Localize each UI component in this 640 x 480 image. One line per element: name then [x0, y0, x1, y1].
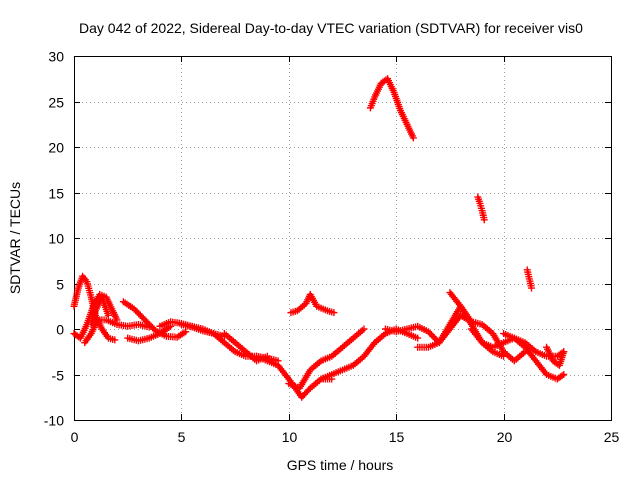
plus-markers	[366, 75, 417, 142]
chart-grid	[74, 56, 611, 420]
plus-markers	[285, 325, 368, 392]
plus-markers	[119, 298, 190, 341]
x-tick-label: 0	[71, 429, 79, 445]
x-tick-label: 15	[389, 429, 405, 445]
plus-markers	[381, 311, 475, 347]
y-tick-label: 10	[48, 231, 64, 247]
plus-markers	[474, 193, 488, 224]
series-arc-18	[467, 325, 568, 360]
plus-markers	[87, 293, 112, 328]
y-tick-labels: -10 -5 0 5 10 15 20 25 30	[44, 49, 64, 429]
chart-title: Day 042 of 2022, Sidereal Day-to-day VTE…	[79, 20, 583, 36]
series-arc-4	[87, 293, 112, 328]
x-axis-label: GPS time / hours	[287, 457, 394, 473]
series-arc-3	[81, 316, 153, 347]
series-arc-15	[381, 311, 475, 347]
series-arc-17	[446, 289, 529, 365]
series-arc-14	[366, 75, 417, 142]
axis-ticks	[74, 56, 612, 421]
plus-markers	[467, 325, 568, 360]
x-tick-label: 25	[604, 429, 620, 445]
series-arc-7	[124, 322, 175, 345]
plus-markers	[124, 322, 175, 345]
series-arc-13	[287, 290, 338, 317]
plus-markers	[446, 289, 529, 365]
y-tick-label: 30	[48, 49, 64, 65]
series-arc-22	[523, 266, 536, 292]
series-arc-19	[500, 330, 568, 383]
y-tick-label: -5	[52, 368, 65, 384]
x-tick-labels: 0 5 10 15 20 25	[71, 429, 620, 445]
y-tick-label: -10	[44, 413, 64, 429]
plus-markers	[543, 343, 568, 369]
plus-markers	[523, 266, 536, 292]
plus-markers	[70, 290, 121, 342]
series-arc-21	[474, 193, 488, 224]
y-axis-label: SDTVAR / TECUs	[7, 182, 23, 294]
x-tick-label: 20	[497, 429, 513, 445]
data-points	[70, 75, 568, 401]
plus-markers	[287, 290, 338, 317]
x-tick-label: 10	[282, 429, 298, 445]
series-arc-5	[119, 298, 190, 341]
series-arc-2	[70, 290, 121, 342]
plus-markers	[81, 316, 153, 347]
series-arc-11	[285, 325, 368, 392]
y-tick-label: 20	[48, 140, 64, 156]
y-tick-label: 25	[48, 95, 64, 111]
y-tick-label: 15	[48, 186, 64, 202]
y-tick-label: 0	[56, 322, 64, 338]
x-tick-label: 5	[178, 429, 186, 445]
y-tick-label: 5	[56, 277, 64, 293]
plus-markers	[500, 330, 568, 383]
series-arc-20	[543, 343, 568, 369]
